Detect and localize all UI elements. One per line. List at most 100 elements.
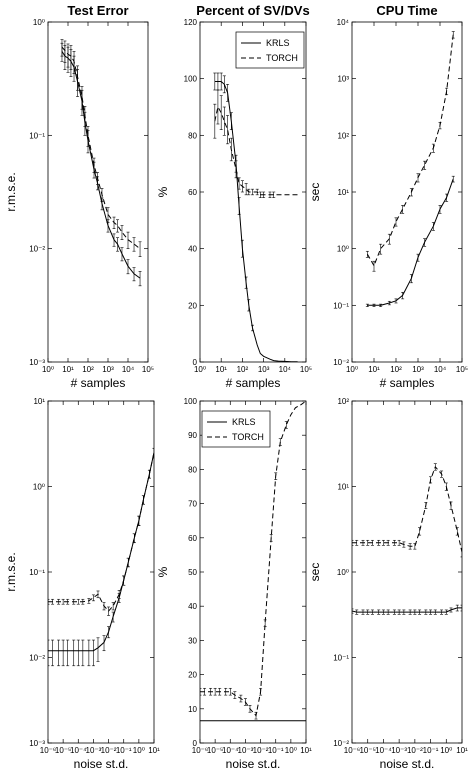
x-tick-label: 10⁵ xyxy=(300,365,312,374)
x-tick-label: 10⁵ xyxy=(456,365,468,374)
y-tick-label: 10¹ xyxy=(337,188,349,197)
y-tick-label: 70 xyxy=(188,500,197,509)
x-axis-label: # samples xyxy=(380,376,435,390)
x-tick-label: 10¹ xyxy=(148,746,160,755)
y-tick-label: 10² xyxy=(337,131,349,140)
y-tick-label: 120 xyxy=(184,18,198,27)
chart-title: Test Error xyxy=(67,3,128,18)
series-torch xyxy=(365,31,455,272)
y-axis-label: sec xyxy=(308,183,322,202)
y-tick-label: 10¹ xyxy=(337,483,349,492)
chart-title: CPU Time xyxy=(376,3,437,18)
series-line xyxy=(200,401,306,717)
y-tick-label: 10⁰ xyxy=(337,245,349,254)
y-axis-label: % xyxy=(156,566,170,577)
y-tick-label: 10⁻² xyxy=(29,654,45,663)
y-tick-label: 20 xyxy=(188,301,197,310)
series-line xyxy=(48,452,154,612)
legend-box xyxy=(201,410,271,448)
x-tick-label: 10⁰ xyxy=(285,746,297,755)
legend-entry: KRLS xyxy=(232,417,256,427)
x-tick-label: 10⁻² xyxy=(407,746,423,755)
series-line xyxy=(352,465,462,553)
x-tick-label: 10¹ xyxy=(215,365,227,374)
series-line xyxy=(366,34,454,267)
series-line xyxy=(367,178,454,306)
legend-entry: TORCH xyxy=(232,432,264,442)
x-tick-label: 10¹ xyxy=(368,365,380,374)
y-tick-label: 30 xyxy=(188,636,197,645)
y-tick-label: 0 xyxy=(193,358,198,367)
x-tick-label: 10⁻⁶ xyxy=(344,746,360,755)
series-krls xyxy=(213,72,298,362)
x-axis-label: # samples xyxy=(71,376,126,390)
x-tick-label: 10³ xyxy=(412,365,424,374)
series-line xyxy=(214,105,298,196)
series-krls xyxy=(352,604,462,615)
x-tick-label: 10⁻⁵ xyxy=(55,746,71,755)
x-tick-label: 10⁻¹ xyxy=(116,746,132,755)
chart-p3: CPU Time # samples sec 10⁰ 10¹ 10² 10³ 10⁴ 10⁵ 10… xyxy=(308,3,468,390)
x-tick-label: 10¹ xyxy=(300,746,312,755)
x-tick-label: 10¹ xyxy=(456,746,468,755)
x-tick-label: 10⁻⁴ xyxy=(375,746,392,755)
series-torch xyxy=(48,447,154,616)
y-tick-label: 20 xyxy=(188,671,197,680)
y-tick-label: 10 xyxy=(188,705,197,714)
y-tick-label: 10⁻² xyxy=(333,739,349,748)
series-line xyxy=(214,81,298,362)
y-tick-label: 100 xyxy=(184,75,198,84)
x-axis-label: noise st.d. xyxy=(380,757,435,771)
y-axis-label: r.m.s.e. xyxy=(4,172,18,211)
y-tick-label: 40 xyxy=(188,245,197,254)
chart-title: Percent of SV/DVs xyxy=(196,3,309,18)
plot-frame xyxy=(47,400,155,744)
y-tick-label: 10³ xyxy=(337,75,349,84)
y-tick-label: 10⁰ xyxy=(33,18,45,27)
x-tick-label: 10⁻³ xyxy=(86,746,102,755)
series-line xyxy=(48,452,154,652)
x-tick-label: 10⁰ xyxy=(133,746,145,755)
y-tick-label: 60 xyxy=(188,534,197,543)
y-tick-label: 10² xyxy=(337,397,349,406)
chart-p5: noise st.d.%10⁻⁶10⁻⁵10⁻⁴10⁻³ 10⁻² 10⁻¹ 10⁰ 1… xyxy=(156,397,312,771)
x-axis-label: # samples xyxy=(226,376,281,390)
x-tick-label: 10⁻⁵ xyxy=(359,746,375,755)
x-tick-label: 10⁻² xyxy=(253,746,269,755)
chart-p1: Test Error # samples r.m.s.e. 10⁰ 10¹ 10² 10³ 1… xyxy=(4,3,154,390)
series-torch xyxy=(213,89,298,198)
x-tick-label: 10⁻⁶ xyxy=(40,746,56,755)
x-tick-label: 10³ xyxy=(258,365,270,374)
y-tick-label: 10⁻¹ xyxy=(29,131,45,140)
y-tick-label: 10⁻² xyxy=(333,358,349,367)
series-krls xyxy=(48,447,154,667)
x-tick-label: 10⁴ xyxy=(122,365,135,374)
y-tick-label: 50 xyxy=(188,568,197,577)
y-tick-label: 10⁻¹ xyxy=(333,654,349,663)
y-tick-label: 10⁴ xyxy=(337,18,350,27)
plot-frame xyxy=(351,400,463,744)
x-tick-label: 10⁻⁴ xyxy=(70,746,87,755)
series-line xyxy=(352,607,462,613)
chart-p4: noise st.d.r.m.s.e.10⁻⁶10⁻⁵10⁻⁴10⁻³ 10⁻² 1… xyxy=(4,397,160,771)
x-axis-label: noise st.d. xyxy=(226,757,281,771)
y-axis-label: r.m.s.e. xyxy=(4,552,18,591)
series-krls xyxy=(365,175,455,307)
x-tick-label: 10⁰ xyxy=(42,365,54,374)
chart-p2: Percent of SV/DVs # samples% 10⁰ 10¹ 10² 10³ 1… xyxy=(156,3,312,390)
legend: KRLS TORCH xyxy=(235,31,305,69)
y-tick-label: 100 xyxy=(184,397,198,406)
y-tick-label: 10⁰ xyxy=(337,568,349,577)
y-axis-label: % xyxy=(156,186,170,197)
x-tick-label: 10⁻⁴ xyxy=(222,746,239,755)
series-krls xyxy=(60,42,142,287)
x-tick-label: 10⁻² xyxy=(101,746,117,755)
x-tick-label: 10⁻³ xyxy=(391,746,407,755)
y-tick-label: 10⁻² xyxy=(29,245,45,254)
x-tick-label: 10⁻³ xyxy=(238,746,254,755)
x-tick-label: 10² xyxy=(237,365,249,374)
y-tick-label: 0 xyxy=(193,739,198,748)
y-tick-label: 90 xyxy=(188,431,197,440)
